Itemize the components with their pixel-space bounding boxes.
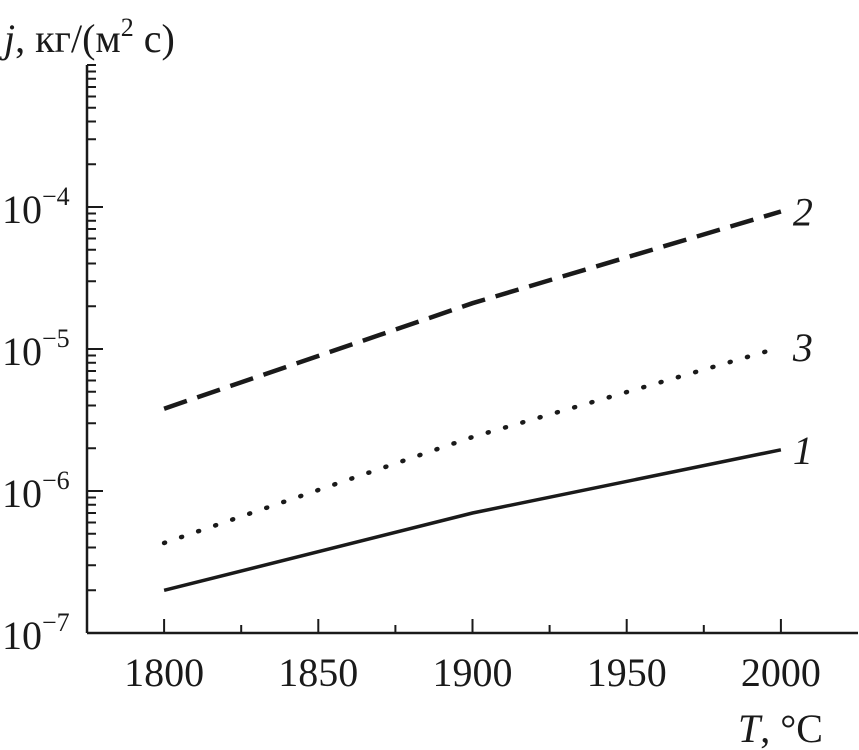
series-line-2 — [163, 209, 782, 411]
x-axis-label: T, °C — [738, 706, 823, 750]
y-axis-label: j, кг/(м2 с) — [0, 13, 175, 61]
x-tick-label: 2000 — [741, 650, 821, 695]
x-tick-label: 1950 — [587, 650, 667, 695]
labels: j, кг/(м2 с) T, °C — [0, 13, 823, 750]
x-tick-label: 1850 — [278, 650, 358, 695]
ticks: 10−7 10−6 10−5 10−4 1800 1850 1900 1950 2000 — [2, 64, 821, 695]
series-line-3 — [161, 344, 784, 546]
y-tick-label: 10−7 — [2, 608, 70, 658]
y-tick-label: 10−5 — [2, 324, 70, 374]
x-tick-label: 1800 — [124, 650, 204, 695]
series-line-1 — [163, 448, 782, 592]
series-group: 1 2 3 — [161, 189, 813, 592]
y-tick-label: 10−6 — [2, 466, 70, 516]
y-tick-label: 10−4 — [2, 182, 70, 232]
series-label-2: 2 — [793, 189, 813, 234]
series-label-3: 3 — [792, 325, 813, 370]
axes — [85, 65, 858, 635]
series-label-1: 1 — [793, 428, 813, 473]
x-tick-label: 1900 — [433, 650, 513, 695]
